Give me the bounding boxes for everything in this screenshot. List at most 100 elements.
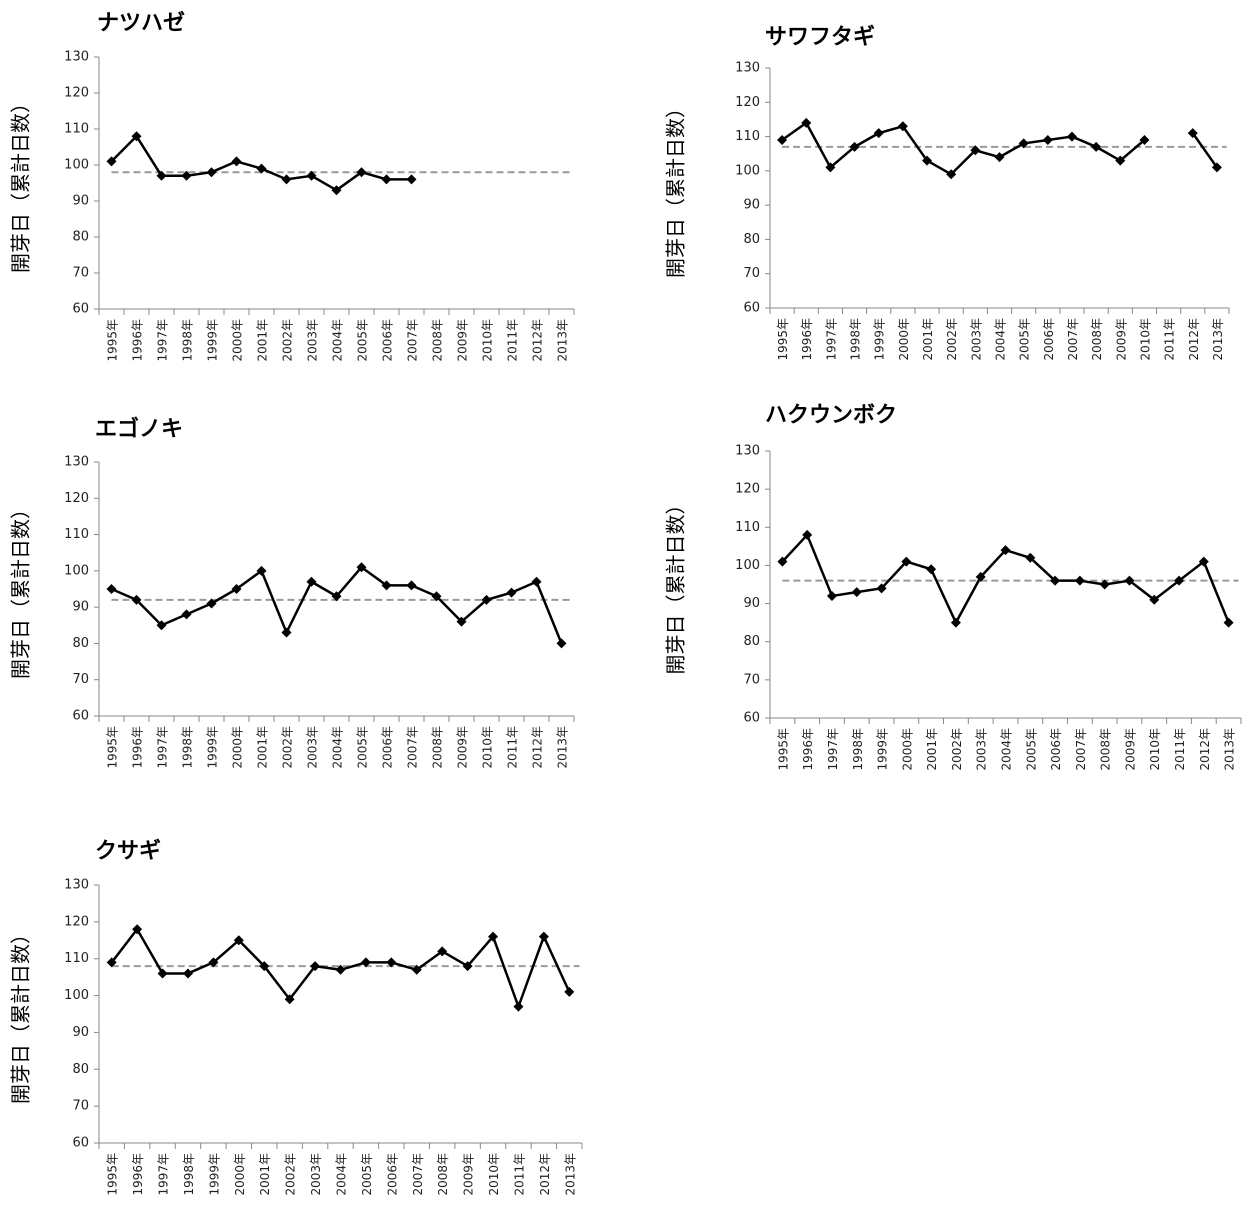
y-axis-label: 開芽日（累計日数） — [9, 924, 33, 1104]
y-axis-label: 開芽日（累計日数） — [664, 98, 688, 278]
series-line — [781, 121, 1146, 176]
x-tick-label: 1999年 — [206, 319, 220, 362]
data-point — [259, 961, 270, 972]
y-tick-label: 100 — [64, 158, 89, 173]
data-point — [306, 576, 317, 587]
x-tick-label: 1999年 — [207, 1153, 221, 1196]
data-point — [922, 155, 933, 166]
x-tick-label: 2004年 — [994, 318, 1008, 361]
y-tick-label: 90 — [743, 596, 760, 611]
x-tick-label: 2003年 — [975, 728, 989, 771]
data-point — [926, 564, 937, 575]
data-point — [1149, 594, 1160, 605]
x-tick-label: 2004年 — [331, 726, 345, 769]
x-tick-label: 2010年 — [481, 319, 495, 362]
x-tick-label: 1998年 — [851, 728, 865, 771]
data-point — [777, 135, 788, 145]
y-tick-label: 130 — [64, 50, 89, 65]
data-point — [335, 964, 346, 975]
data-point — [157, 968, 168, 979]
x-tick-label: 2005年 — [356, 319, 370, 362]
data-point — [538, 931, 549, 942]
y-tick-label: 120 — [735, 482, 760, 497]
x-tick-label: 1997年 — [824, 318, 838, 361]
y-tick-label: 60 — [72, 709, 89, 724]
y-tick-label: 130 — [735, 61, 760, 76]
data-point — [994, 152, 1005, 163]
data-point — [488, 931, 499, 942]
data-point — [360, 957, 371, 968]
data-point — [826, 590, 837, 601]
data-point — [1187, 128, 1198, 139]
y-tick-label: 100 — [735, 558, 760, 573]
y-tick-label: 110 — [735, 129, 760, 144]
data-point — [284, 994, 295, 1005]
data-point — [456, 616, 467, 627]
chart-title: ハクウンボク — [765, 403, 897, 428]
x-tick-label: 2009年 — [1123, 728, 1137, 771]
data-point — [406, 580, 417, 591]
y-tick-label: 80 — [72, 636, 89, 651]
data-point — [331, 591, 342, 602]
data-point — [801, 117, 812, 128]
data-point — [851, 587, 862, 598]
x-tick-label: 2013年 — [563, 1153, 577, 1196]
x-tick-label: 1998年 — [181, 726, 195, 769]
data-point — [970, 145, 981, 156]
x-tick-label: 2008年 — [1099, 728, 1113, 771]
x-tick-label: 2010年 — [1148, 728, 1162, 771]
chart-title: サワフタギ — [765, 25, 875, 50]
x-tick-label: 2003年 — [309, 1153, 323, 1196]
x-tick-label: 2012年 — [531, 726, 545, 769]
y-tick-label: 70 — [72, 266, 89, 281]
x-tick-label: 2009年 — [456, 726, 470, 769]
series-line — [1191, 132, 1218, 169]
y-tick-label: 70 — [743, 672, 760, 687]
y-tick-label: 110 — [64, 527, 89, 542]
y-tick-label: 90 — [72, 600, 89, 615]
data-point — [233, 935, 244, 946]
data-point — [849, 141, 860, 152]
x-tick-label: 2010年 — [487, 1153, 501, 1196]
data-point — [381, 174, 392, 185]
x-tick-label: 1996年 — [800, 318, 814, 361]
x-tick-label: 1999年 — [876, 728, 890, 771]
data-point — [106, 957, 117, 968]
data-point — [825, 162, 836, 173]
x-tick-label: 1995年 — [106, 726, 120, 769]
y-tick-label: 100 — [735, 163, 760, 178]
x-tick-label: 2000年 — [897, 318, 911, 361]
data-point — [1124, 575, 1135, 586]
y-tick-label: 70 — [72, 672, 89, 687]
x-tick-label: 2000年 — [900, 728, 914, 771]
data-point — [331, 185, 342, 196]
y-tick-label: 70 — [72, 1099, 89, 1114]
data-point — [506, 587, 517, 598]
data-point — [181, 170, 192, 181]
y-tick-label: 60 — [72, 1136, 89, 1151]
x-tick-label: 2004年 — [331, 319, 345, 362]
x-tick-label: 2007年 — [406, 726, 420, 769]
y-tick-label: 130 — [735, 444, 760, 459]
y-axis-label: 開芽日（累計日数） — [9, 93, 33, 273]
y-tick-label: 120 — [735, 95, 760, 110]
x-tick-label: 1995年 — [776, 318, 790, 361]
data-point — [564, 986, 575, 997]
data-point — [531, 576, 542, 587]
y-tick-label: 100 — [64, 988, 89, 1003]
y-tick-label: 110 — [64, 951, 89, 966]
chart-title: クサギ — [95, 839, 161, 864]
data-point — [1000, 545, 1011, 556]
x-tick-label: 2013年 — [1223, 728, 1237, 771]
x-tick-label: 2013年 — [556, 319, 570, 362]
data-point — [206, 167, 217, 178]
x-tick-label: 2013年 — [1211, 318, 1225, 361]
x-tick-label: 1997年 — [157, 1153, 171, 1196]
data-point — [777, 556, 788, 567]
data-point — [406, 174, 417, 185]
y-tick-label: 90 — [72, 1025, 89, 1040]
y-tick-label: 80 — [72, 1062, 89, 1077]
